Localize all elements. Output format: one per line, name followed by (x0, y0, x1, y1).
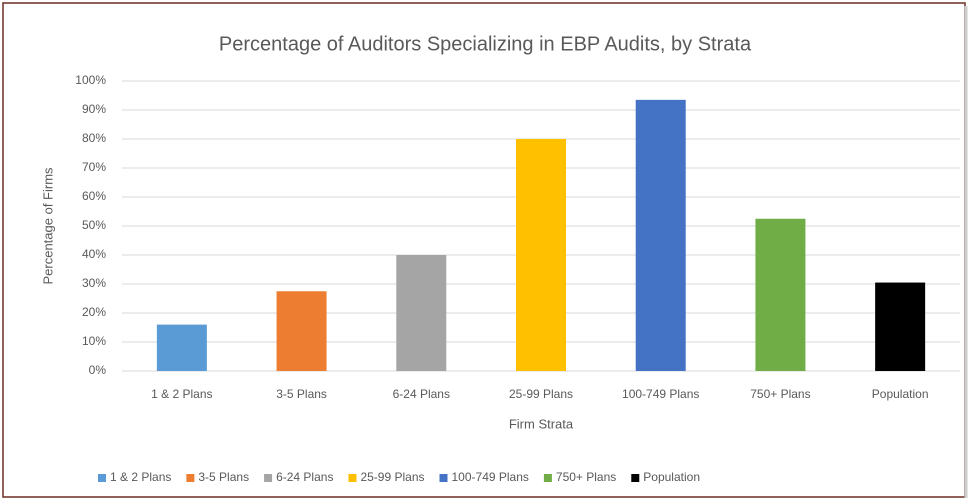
x-tick-label: 750+ Plans (750, 387, 810, 401)
y-tick-label: 0% (89, 363, 107, 377)
y-tick-label: 100% (75, 73, 106, 87)
bar (755, 218, 806, 371)
bar (875, 282, 926, 371)
x-tick-label: Population (872, 387, 929, 401)
x-tick-label: 100-749 Plans (622, 387, 699, 401)
legend-swatch (543, 474, 552, 482)
legend-label: 750+ Plans (556, 470, 616, 484)
legend-label: 6-24 Plans (276, 470, 333, 484)
bar (516, 139, 566, 371)
bar (635, 99, 686, 371)
x-tick-label: 6-24 Plans (393, 387, 450, 401)
y-tick-label: 90% (82, 102, 106, 116)
y-tick-label: 80% (82, 131, 106, 145)
y-tick-label: 30% (82, 276, 106, 290)
legend-swatch (264, 474, 273, 482)
y-tick-label: 50% (82, 218, 106, 232)
x-tick-label: 1 & 2 Plans (151, 387, 212, 401)
bar (396, 255, 447, 371)
x-axis-title: Firm Strata (509, 416, 574, 431)
bar (276, 291, 327, 371)
y-tick-label: 20% (82, 305, 106, 319)
legend-swatch (186, 474, 195, 482)
y-tick-label: 60% (82, 189, 106, 203)
y-axis-title: Percentage of Firms (40, 167, 55, 285)
legend-label: 100-749 Plans (452, 470, 529, 484)
legend-swatch (439, 474, 448, 482)
legend-label: Population (643, 470, 700, 484)
legend-label: 25-99 Plans (360, 470, 424, 484)
bar (156, 324, 207, 371)
x-tick-label: 25-99 Plans (509, 387, 573, 401)
y-tick-label: 10% (82, 334, 106, 348)
legend-label: 1 & 2 Plans (110, 470, 171, 484)
y-tick-label: 70% (82, 160, 106, 174)
legend-label: 3-5 Plans (198, 470, 249, 484)
y-tick-label: 40% (82, 247, 106, 261)
x-tick-label: 3-5 Plans (276, 387, 327, 401)
legend-swatch (348, 474, 357, 482)
legend-swatch (631, 474, 640, 482)
legend-swatch (98, 474, 106, 482)
chart-title: Percentage of Auditors Specializing in E… (219, 33, 752, 55)
